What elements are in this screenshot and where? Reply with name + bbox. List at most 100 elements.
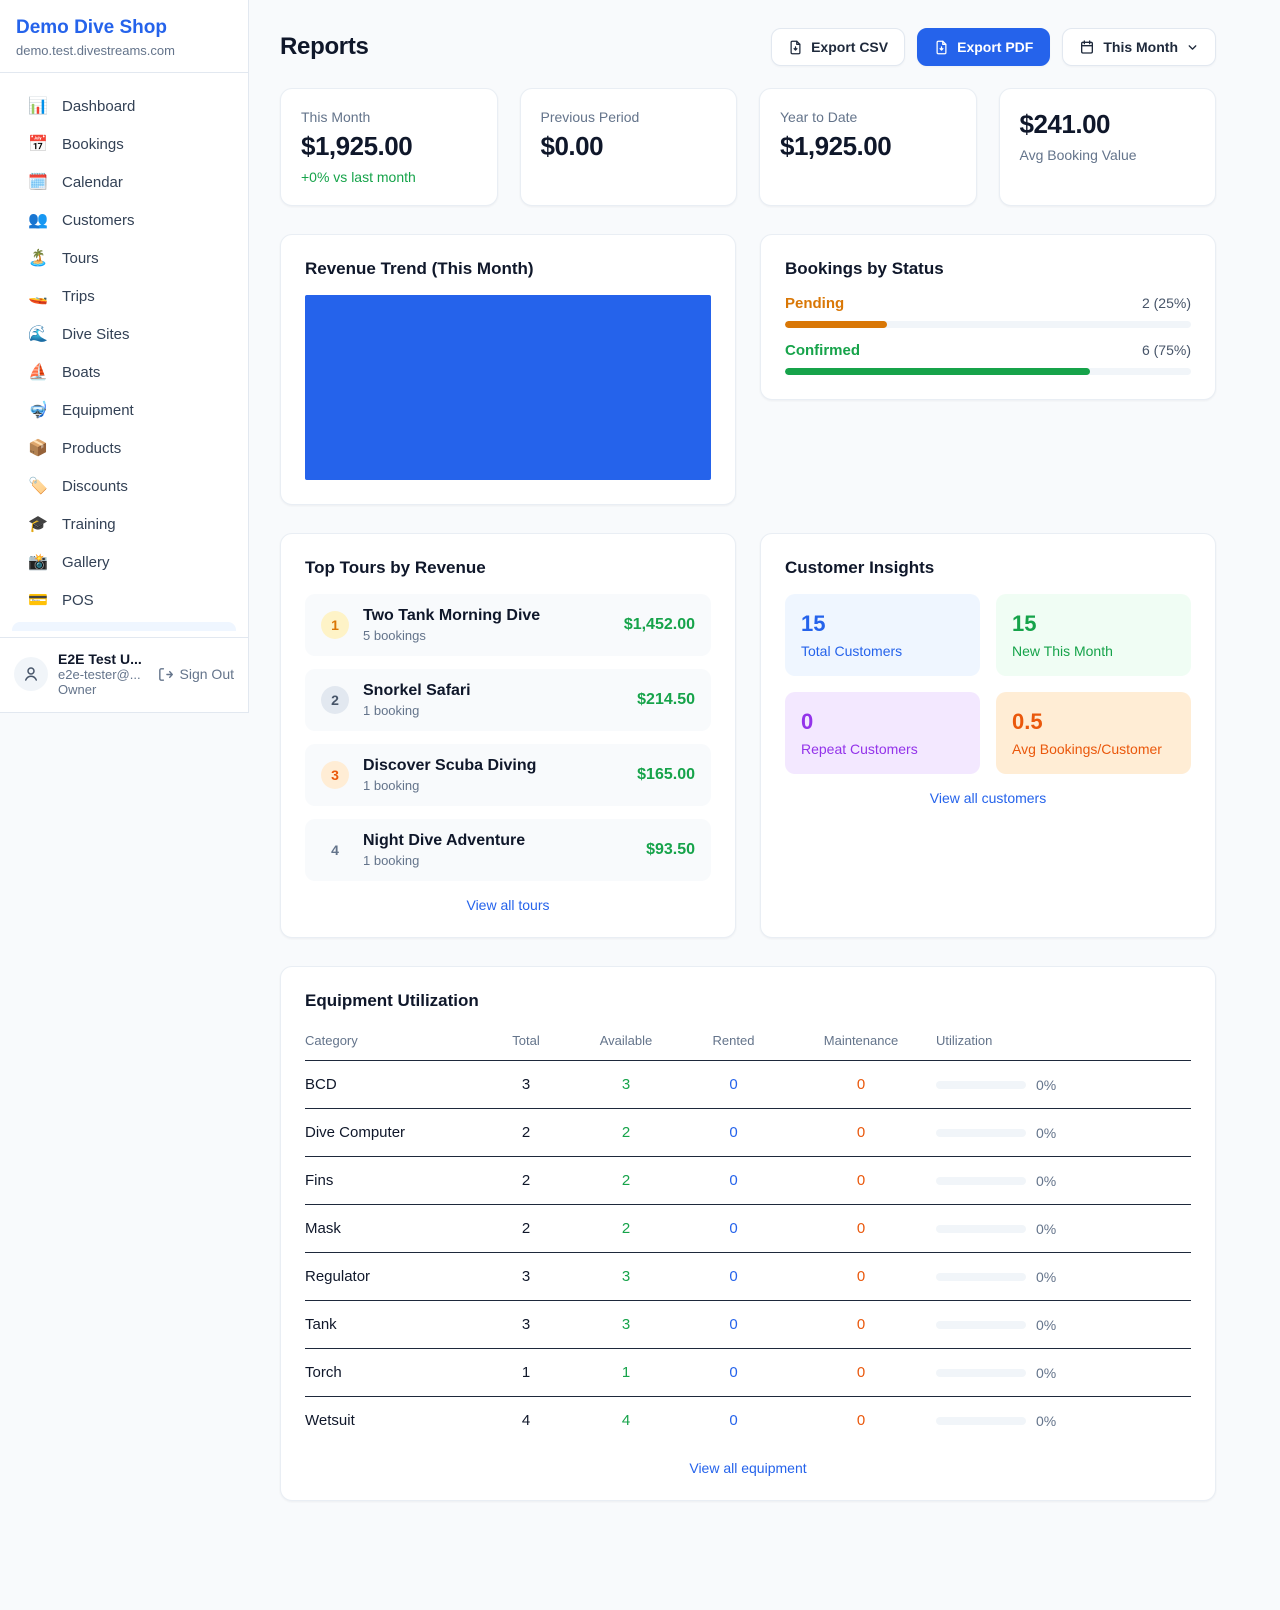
cell-available: 1 [571,1348,681,1397]
sidebar-item-reports-partial[interactable] [12,622,236,631]
sign-out-button[interactable]: Sign Out [157,666,234,683]
sidebar: Demo Dive Shop demo.test.divestreams.com… [0,0,249,713]
cell-rented: 0 [681,1348,786,1397]
stat-card-year-to-date: Year to Date $1,925.00 [759,88,977,206]
equipment-icon: 🤿 [28,401,48,419]
cell-maintenance: 0 [786,1204,936,1253]
utilization-bar [936,1080,1026,1089]
stat-cards: This Month $1,925.00 +0% vs last month P… [280,88,1216,206]
bookings-by-status-title: Bookings by Status [785,259,944,278]
sidebar-item-dashboard[interactable]: 📊 Dashboard [12,88,236,125]
cell-utilization: 0% [1036,1268,1057,1285]
stat-value: $241.00 [1019,109,1111,139]
cell-maintenance: 0 [856,1412,866,1429]
customer-insights-title: Customer Insights [785,558,935,577]
sidebar-item-training[interactable]: 🎓 Training [12,506,236,543]
cell-total: 2 [481,1156,571,1205]
stat-delta: +0% vs last month [301,169,416,185]
tour-bookings: 5 bookings [363,628,426,643]
table-row: Mask 2 2 0 0 0% [305,1204,1191,1253]
tour-name: Night Dive Adventure [363,832,526,849]
cell-category: Regulator [305,1252,481,1301]
table-row: Dive Computer 2 2 0 0 0% [305,1108,1191,1157]
tile-label: Avg Bookings/Customer [1012,741,1162,757]
rank-badge: 2 [321,686,349,714]
sidebar-item-label: Calendar [62,174,123,191]
top-tours-title: Top Tours by Revenue [305,558,486,577]
cell-maintenance: 0 [786,1060,936,1109]
sidebar-item-label: Gallery [62,554,110,571]
tile-value: 15 [1012,611,1037,636]
export-csv-label: Export CSV [811,39,889,55]
charts-row: Revenue Trend (This Month) Bookings by S… [280,234,1216,505]
column-header-rented: Rented [681,1027,786,1061]
discounts-icon: 🏷️ [28,477,48,495]
tile-new-this-month: 15 New This Month [996,594,1191,676]
export-csv-button[interactable]: Export CSV [771,28,906,66]
tour-name: Snorkel Safari [363,682,471,699]
bookings-icon: 📅 [28,135,48,153]
cell-category: Wetsuit [305,1412,355,1429]
sidebar-item-customers[interactable]: 👥 Customers [12,202,236,239]
tour-name: Discover Scuba Diving [363,757,537,774]
stat-label: Avg Booking Value [1019,147,1137,163]
boats-icon: ⛵ [28,363,48,381]
rank-badge: 3 [321,761,349,789]
cell-utilization: 0% [1036,1316,1057,1333]
sidebar-item-products[interactable]: 📦 Products [12,430,236,467]
cell-utilization: 0% [1036,1124,1057,1141]
table-row: Wetsuit 4 4 0 0 0% [305,1397,1191,1445]
tile-value: 15 [801,611,826,636]
sidebar-item-discounts[interactable]: 🏷️ Discounts [12,468,236,505]
sidebar-item-dive-sites[interactable]: 🌊 Dive Sites [12,316,236,353]
cell-total: 3 [481,1300,571,1349]
view-all-customers-link[interactable]: View all customers [929,790,1047,806]
cell-utilization: 0% [1036,1076,1057,1093]
sidebar-item-bookings[interactable]: 📅 Bookings [12,126,236,163]
export-pdf-button[interactable]: Export PDF [917,28,1051,66]
view-all-tours-link[interactable]: View all tours [466,897,550,913]
stat-value: $0.00 [540,131,604,161]
sidebar-item-pos[interactable]: 💳 POS [12,582,236,619]
tour-bookings: 1 booking [363,778,420,793]
calendar-icon [1081,40,1094,54]
app-root: Demo Dive Shop demo.test.divestreams.com… [0,0,1216,1501]
sidebar-item-trips[interactable]: 🚤 Trips [12,278,236,315]
sidebar-item-label: Customers [62,212,135,229]
status-value: 6 (75%) [1141,342,1191,358]
cell-available: 2 [571,1204,681,1253]
column-header-available: Available [571,1027,681,1061]
tour-amount: $93.50 [646,841,695,858]
cell-maintenance: 0 [786,1156,936,1205]
dashboard-icon: 📊 [28,97,48,115]
utilization-bar [936,1176,1026,1185]
tour-row: 3 Discover Scuba Diving 1 booking $165.00 [305,744,711,806]
cell-category: Tank [305,1300,481,1349]
view-all-equipment-link[interactable]: View all equipment [689,1460,807,1476]
sidebar-item-equipment[interactable]: 🤿 Equipment [12,392,236,429]
sidebar-item-label: Products [62,440,122,457]
sidebar-item-tours[interactable]: 🏝️ Tours [12,240,236,277]
cell-total: 2 [481,1108,571,1157]
sidebar-item-gallery[interactable]: 📸 Gallery [12,544,236,581]
equipment-table: Category Total Available Rented Maintena… [305,1027,1191,1444]
gallery-icon: 📸 [28,553,48,571]
cell-available: 2 [571,1156,681,1205]
cell-category: BCD [305,1060,481,1109]
status-row-confirmed: Confirmed 6 (75%) [785,342,1191,375]
utilization-bar [936,1224,1026,1233]
table-row: Torch 1 1 0 0 0% [305,1348,1191,1397]
sidebar-item-label: Dive Sites [62,326,130,343]
cell-maintenance: 0 [786,1108,936,1157]
sidebar-item-boats[interactable]: ⛵ Boats [12,354,236,391]
stat-label: Year to Date [780,109,858,125]
chevron-down-icon [1188,44,1197,50]
sidebar-item-label: Training [62,516,116,533]
period-dropdown[interactable]: This Month [1062,28,1216,66]
cell-rented: 0 [681,1108,786,1157]
sidebar-item-calendar[interactable]: 🗓️ Calendar [12,164,236,201]
tour-bookings: 1 booking [363,853,420,868]
dive-sites-icon: 🌊 [28,325,48,343]
document-download-icon [790,40,801,54]
table-header-row: Category Total Available Rented Maintena… [305,1027,1191,1061]
